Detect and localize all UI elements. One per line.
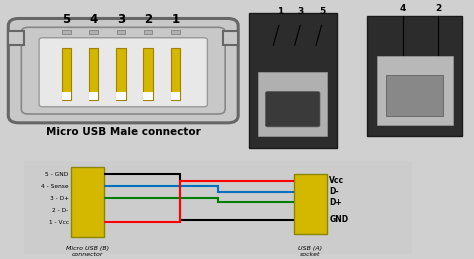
- Text: Micro USB (B)
connector: Micro USB (B) connector: [66, 246, 109, 257]
- Text: 5: 5: [319, 7, 326, 16]
- Bar: [89, 30, 98, 34]
- Bar: [223, 31, 238, 45]
- Text: 3: 3: [298, 7, 304, 16]
- Bar: [89, 92, 99, 99]
- Bar: [62, 48, 71, 99]
- Bar: [24, 161, 412, 254]
- Bar: [294, 174, 327, 234]
- Text: 4: 4: [400, 4, 406, 13]
- Text: 2: 2: [435, 4, 442, 13]
- Text: 1: 1: [276, 7, 283, 16]
- Text: Micro USB Male connector: Micro USB Male connector: [46, 127, 201, 137]
- Text: 2 - D-: 2 - D-: [53, 207, 69, 213]
- Text: 3 - D+: 3 - D+: [50, 196, 69, 200]
- Bar: [89, 48, 99, 99]
- Polygon shape: [249, 13, 337, 148]
- Text: 1: 1: [171, 13, 180, 26]
- Bar: [171, 48, 180, 99]
- Text: 4 - Sense: 4 - Sense: [41, 184, 69, 189]
- Polygon shape: [258, 72, 327, 136]
- Polygon shape: [367, 16, 462, 136]
- Bar: [386, 75, 443, 116]
- Bar: [143, 92, 153, 99]
- Bar: [117, 30, 125, 34]
- Text: 5 - GND: 5 - GND: [46, 172, 69, 177]
- Text: 2: 2: [144, 13, 152, 26]
- Bar: [143, 48, 153, 99]
- Text: 4: 4: [90, 13, 98, 26]
- Bar: [171, 30, 180, 34]
- FancyBboxPatch shape: [21, 27, 225, 114]
- Text: 1 - Vcc: 1 - Vcc: [49, 220, 69, 225]
- Bar: [116, 48, 126, 99]
- Text: 5: 5: [62, 13, 71, 26]
- Text: Vcc: Vcc: [329, 176, 345, 185]
- Text: D-: D-: [329, 187, 339, 196]
- Text: USB (A)
socket: USB (A) socket: [299, 246, 322, 257]
- Bar: [62, 30, 71, 34]
- Bar: [116, 92, 126, 99]
- Text: D+: D+: [329, 198, 342, 207]
- Text: GND: GND: [329, 215, 348, 224]
- Bar: [62, 92, 71, 99]
- FancyBboxPatch shape: [265, 91, 320, 127]
- Polygon shape: [377, 56, 453, 125]
- Bar: [71, 167, 104, 237]
- FancyBboxPatch shape: [8, 18, 238, 123]
- Text: 3: 3: [117, 13, 125, 26]
- Bar: [171, 92, 180, 99]
- Bar: [8, 31, 24, 45]
- FancyBboxPatch shape: [39, 38, 208, 107]
- Bar: [144, 30, 153, 34]
